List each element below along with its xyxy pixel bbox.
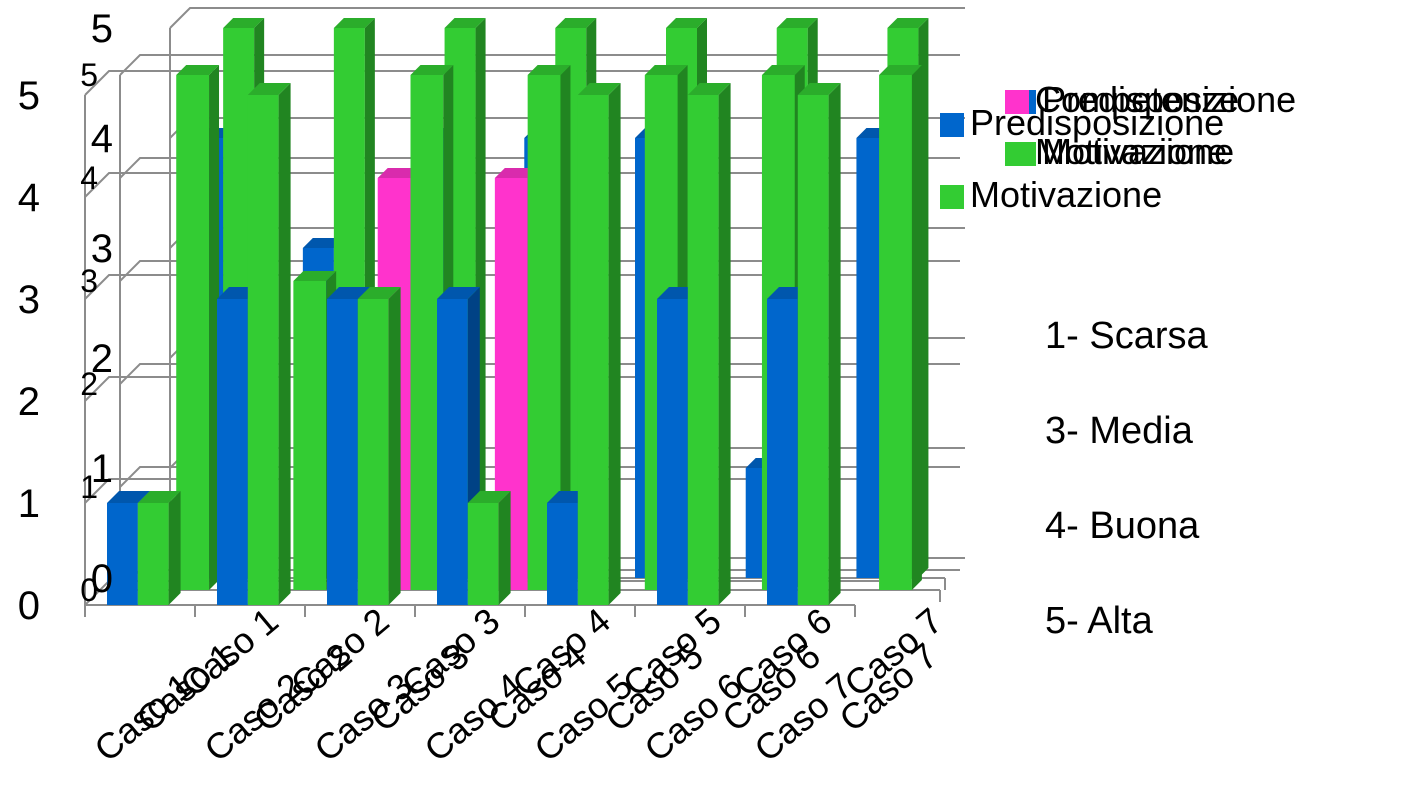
- chart2-y-tick-label: 3: [80, 263, 98, 299]
- rating-scale-item-2: 3- Media: [1045, 410, 1194, 452]
- rating-scale-item-3: 4- Buona: [1045, 505, 1200, 547]
- chart3-y-tick-label: 5: [18, 74, 40, 118]
- chart1-y-tick-label: 3: [91, 227, 113, 271]
- rating-scale-item-4: 5- Alta: [1045, 600, 1154, 642]
- chart3-gridline-1: [84, 478, 879, 504]
- chart3-category-label: Caso 1: [86, 665, 200, 770]
- chart1-y-tick-label: 0: [91, 557, 113, 601]
- chart1-y-tick-label: 4: [91, 117, 113, 161]
- chart3-gridline-3: [84, 274, 879, 300]
- legend-layer: PredisposizioneMotivazioneCompetenzeMoti…: [940, 79, 1296, 215]
- chart3-bar-motivazione-3: [357, 287, 401, 605]
- chart3-bar-motivazione-6: [687, 83, 731, 605]
- chart3-gridline-5: [84, 70, 879, 96]
- tick-labels-layer: 0 1 2 3 4 5 0 1 2 3 4 5 0 1 2 3 4 5: [18, 7, 113, 628]
- chart3-bar-motivazione-5: [577, 83, 621, 605]
- chart3-bar-motivazione-2: [247, 83, 291, 605]
- chart3-bar-motivazione-7: [797, 83, 841, 605]
- chart2-legend-swatch-motivazione: [1005, 142, 1029, 166]
- chart3-y-tick-label: 2: [18, 380, 40, 424]
- rating-scale-item-1: 1- Scarsa: [1045, 315, 1208, 357]
- chart3-gridline-2: [84, 376, 879, 402]
- chart2-y-tick-label: 0: [80, 572, 98, 608]
- chart3-legend-label-predisposizione: Predisposizione: [970, 102, 1224, 143]
- chart1-gridline-5: [169, 7, 965, 29]
- chart2-legend-label-motivazione: Motivazione: [1035, 131, 1227, 172]
- chart3-legend-swatch-predisposizione: [940, 113, 964, 137]
- chart2-y-tick-label: 1: [80, 469, 98, 505]
- chart3-bar-motivazione-4: [467, 491, 511, 605]
- chart2-legend-label-competenze: Competenze: [1035, 79, 1239, 120]
- chart3-y-tick-label: 3: [18, 278, 40, 322]
- chart2-bar-motivazione-1: [176, 65, 220, 590]
- chart2-y-tick-label: 5: [80, 57, 98, 93]
- chart2-y-tick-label: 2: [80, 366, 98, 402]
- chart3-y-tick-label: 1: [18, 482, 40, 526]
- chart1-legend-label-predisposizione: Predisposizione: [1042, 79, 1296, 120]
- chart1-y-tick-label: 5: [91, 7, 113, 51]
- rating-scale-key: 1- Scarsa 3- Media 4- Buona 5- Alta: [1045, 315, 1208, 642]
- chart3-legend-swatch-motivazione: [940, 185, 964, 209]
- chart2-legend-swatch-competenze: [1005, 90, 1029, 114]
- chart3-legend-label-motivazione: Motivazione: [970, 174, 1162, 215]
- chart1-legend-label-motivazione: Motivazione: [1042, 131, 1234, 172]
- chart3-y-tick-label: 0: [18, 584, 40, 628]
- chart3-bar-motivazione-1: [137, 491, 181, 605]
- chart3-y-tick-label: 4: [18, 176, 40, 220]
- chart1-y-tick-label: 2: [91, 337, 113, 381]
- chart2-y-tick-label: 4: [80, 160, 98, 196]
- chart3-gridline-4: [84, 172, 879, 198]
- chart1-y-tick-label: 1: [91, 447, 113, 491]
- chart2-bar-motivazione-7: [879, 65, 922, 590]
- bars-layer: [107, 18, 929, 605]
